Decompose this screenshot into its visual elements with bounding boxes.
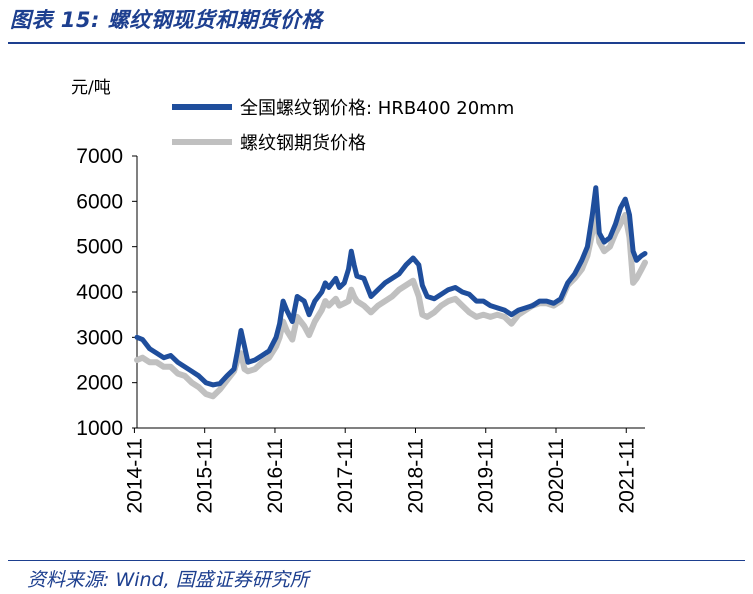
y-tick-label: 2000 — [76, 372, 123, 395]
series-lines — [134, 185, 648, 400]
y-unit-label: 元/吨 — [71, 78, 111, 98]
bottom-rule — [8, 560, 745, 561]
y-tick-label: 7000 — [76, 145, 123, 168]
figure-title: 图表 15: 螺纹钢现货和期货价格 — [10, 8, 323, 32]
x-tick-label: 2018-11 — [404, 438, 427, 514]
y-tick-label: 1000 — [76, 417, 123, 440]
top-rule — [8, 42, 745, 44]
legend-label-futures: 螺纹钢期货价格 — [240, 133, 366, 154]
y-tick-label: 4000 — [76, 281, 123, 304]
x-tick-label: 2016-11 — [264, 438, 287, 514]
series-line-spot — [134, 185, 648, 388]
legend: 全国螺纹钢价格: HRB400 20mm 螺纹钢期货价格 — [172, 98, 514, 154]
y-tick-label: 6000 — [76, 190, 123, 213]
source-note: 资料来源: Wind, 国盛证券研究所 — [27, 569, 309, 591]
y-tick-label: 5000 — [76, 236, 123, 259]
legend-label-spot: 全国螺纹钢价格: HRB400 20mm — [240, 98, 514, 119]
x-tick-label: 2021-11 — [615, 438, 638, 514]
series-line-futures — [134, 207, 648, 400]
x-tick-label: 2017-11 — [334, 438, 357, 514]
x-tick-label: 2019-11 — [475, 438, 498, 514]
x-tick-label: 2015-11 — [194, 438, 217, 514]
x-tick-label: 2020-11 — [545, 438, 568, 514]
x-tick-label: 2014-11 — [123, 438, 146, 514]
y-tick-label: 3000 — [76, 326, 123, 349]
